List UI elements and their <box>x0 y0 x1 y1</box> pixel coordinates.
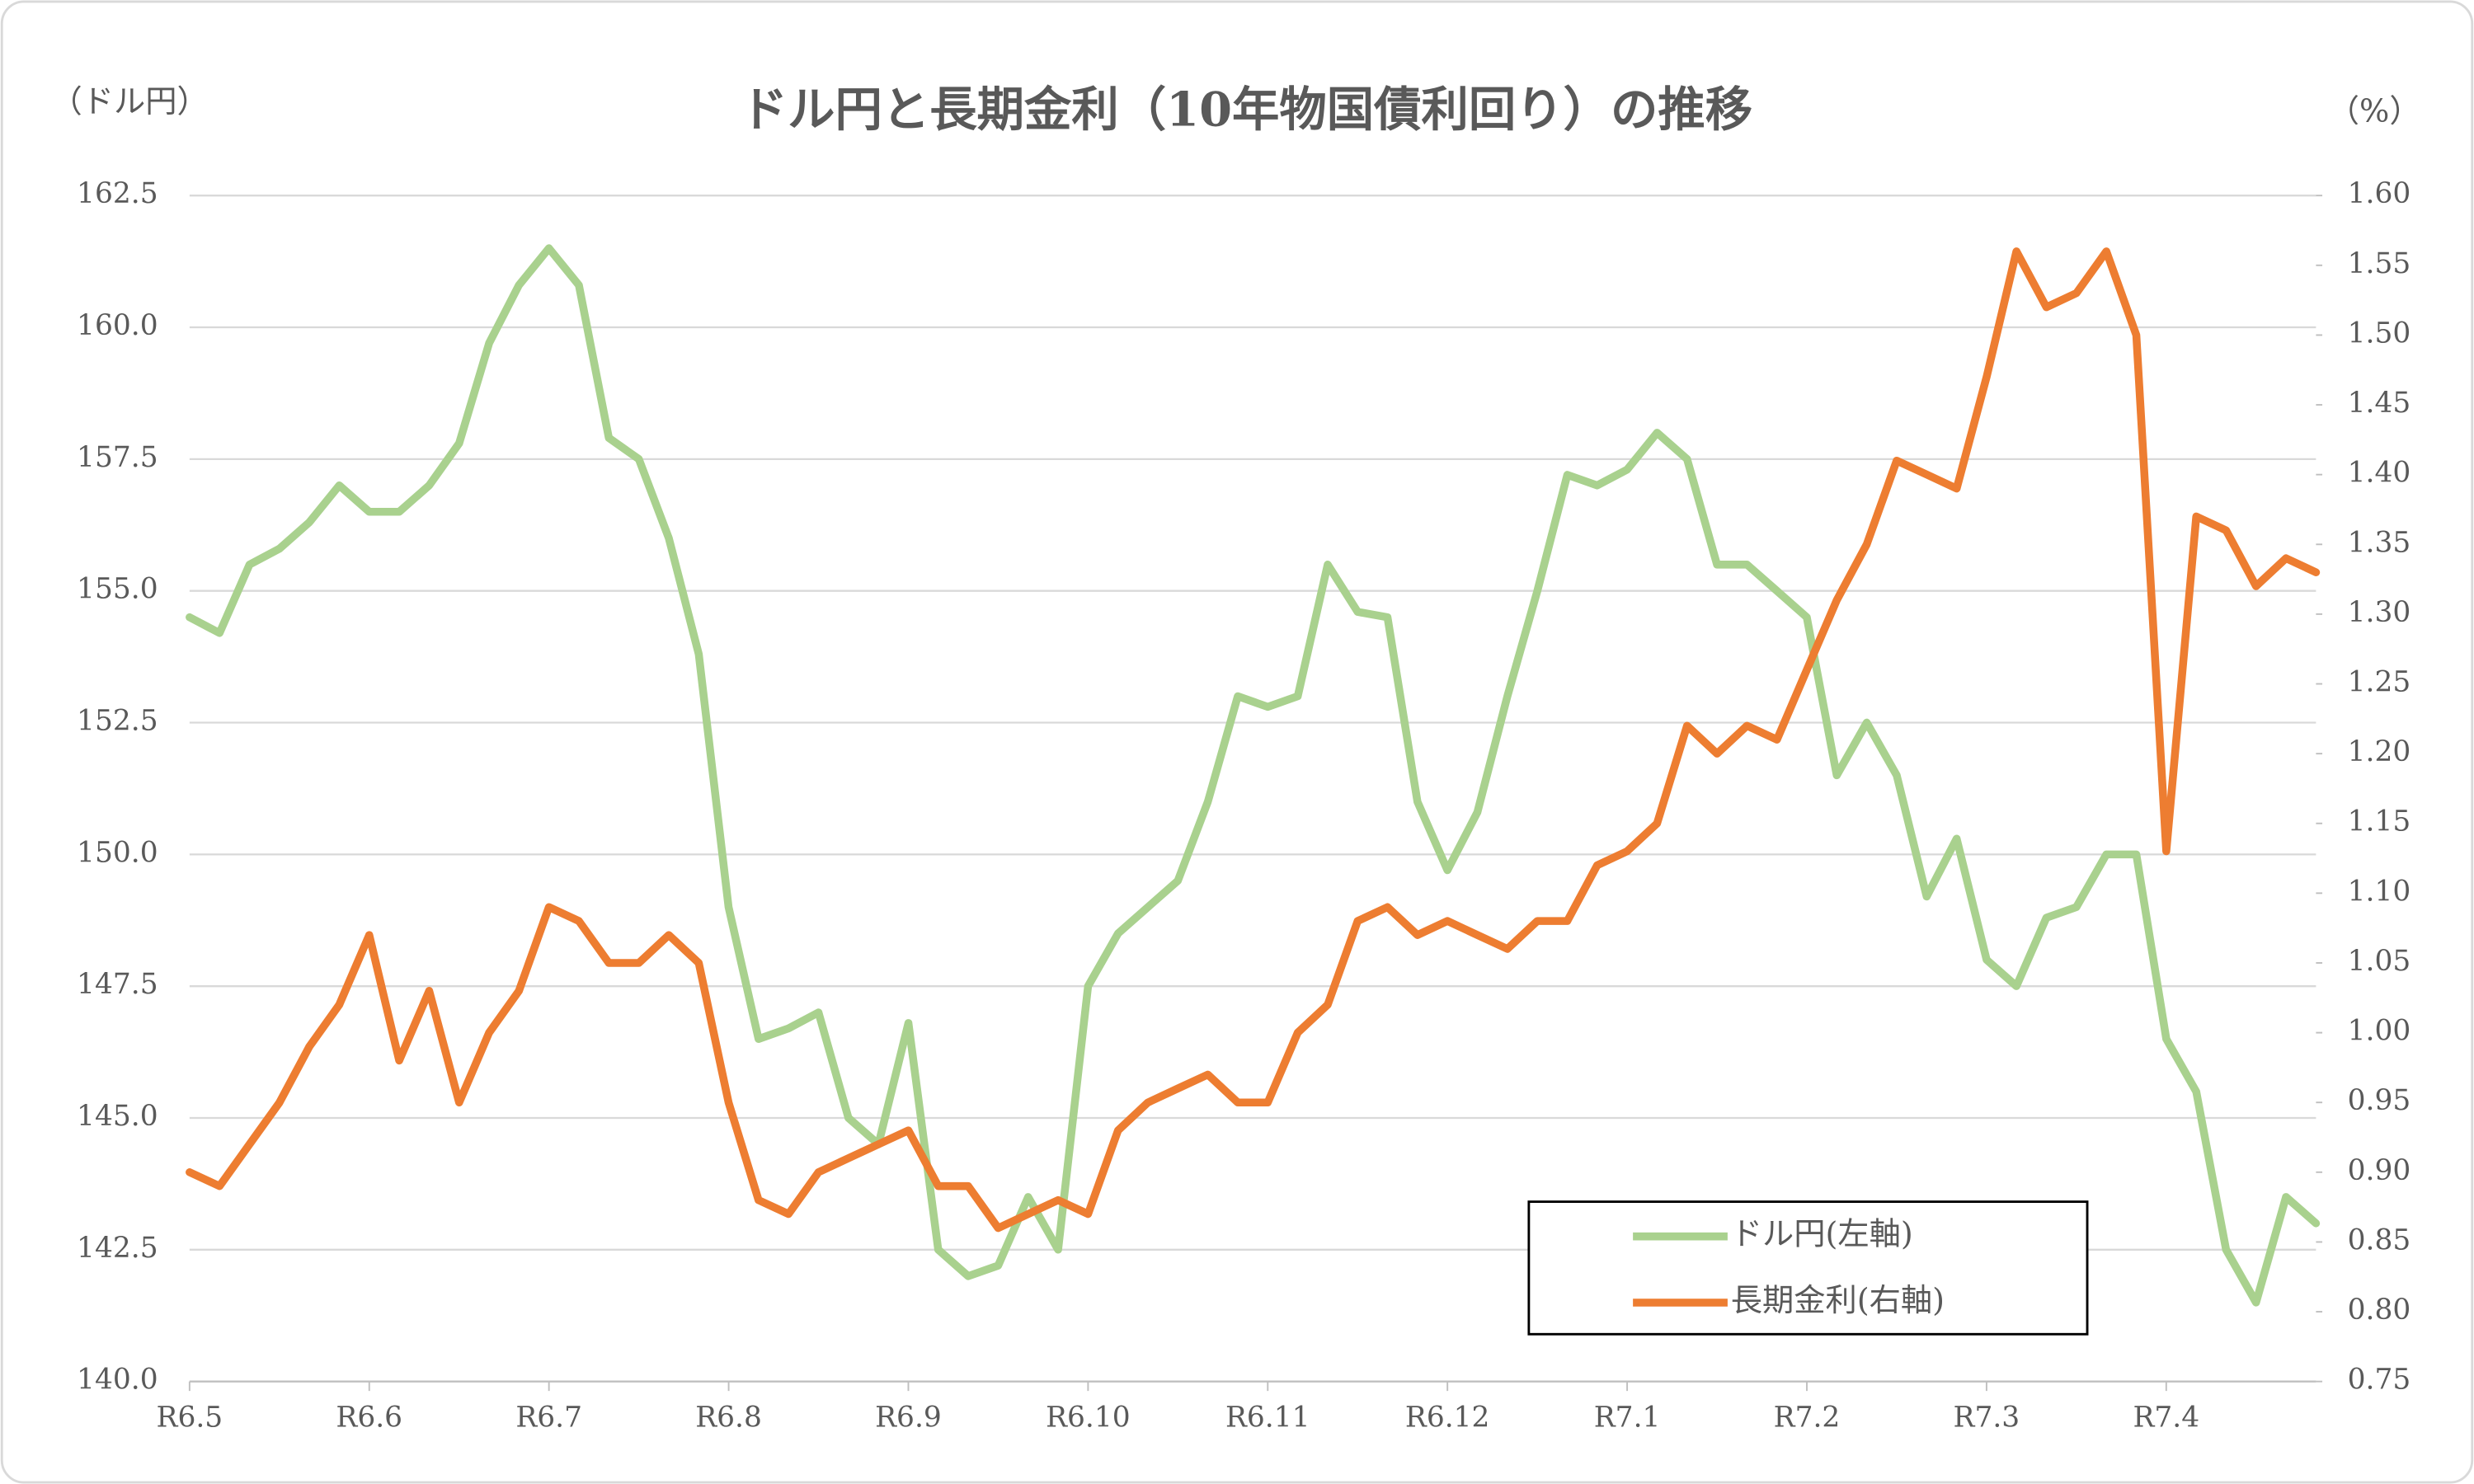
y2-tick-label: 1.00 <box>2348 1015 2411 1048</box>
y2-tick-label: 1.50 <box>2348 317 2411 350</box>
y2-tick-label: 1.55 <box>2348 247 2411 280</box>
x-tick-label: R6.11 <box>1225 1402 1310 1435</box>
y2-axis-label: （%） <box>2328 93 2421 130</box>
data-line <box>186 244 2321 1307</box>
x-tick-label: R6.5 <box>157 1402 223 1435</box>
y2-tick-label: 0.90 <box>2348 1154 2411 1187</box>
y2-tick-label: 1.25 <box>2348 666 2411 699</box>
x-tick-label: R6.6 <box>336 1402 402 1435</box>
y2-tick-label: 0.95 <box>2348 1084 2411 1117</box>
y2-tick-label: 1.45 <box>2348 387 2411 420</box>
y2-tick-label: 1.05 <box>2348 945 2411 978</box>
x-tick-label: R7.1 <box>1594 1402 1661 1435</box>
y-tick-label: 150.0 <box>77 836 158 869</box>
x-tick-label: R6.8 <box>695 1402 762 1435</box>
y2-tick-label: 0.75 <box>2348 1364 2411 1397</box>
y2-tick-label: 0.80 <box>2348 1294 2411 1327</box>
y2-tick-label: 1.35 <box>2348 526 2411 559</box>
y2-tick-label: 1.10 <box>2348 875 2411 908</box>
x-tick-label: R6.7 <box>515 1402 582 1435</box>
y2-tick-label: 0.85 <box>2348 1223 2411 1256</box>
x-tick-label: R7.2 <box>1774 1402 1841 1435</box>
y-axis-label: （ドル円） <box>51 83 209 120</box>
y-tick-label: 160.0 <box>77 309 158 342</box>
y-tick-label: 152.5 <box>77 705 158 738</box>
legend-label: 長期金利(右軸) <box>1731 1282 1945 1319</box>
chart-title: ドル円と長期金利（10年物国債利回り）の推移 <box>741 82 1752 138</box>
x-tick-label: R6.12 <box>1405 1402 1490 1435</box>
y-tick-label: 155.0 <box>77 573 158 606</box>
y2-tick-label: 1.40 <box>2348 457 2411 490</box>
x-tick-label: R7.4 <box>2133 1402 2199 1435</box>
y-tick-label: 147.5 <box>77 968 158 1001</box>
legend-box <box>1527 1200 2089 1336</box>
x-tick-label: R7.3 <box>1954 1402 2020 1435</box>
legend-label: ドル円(左軸) <box>1731 1216 1913 1253</box>
y2-tick-label: 1.20 <box>2348 735 2411 768</box>
y-tick-label: 142.5 <box>77 1232 158 1265</box>
data-line <box>186 247 2321 1233</box>
y-tick-label: 157.5 <box>77 441 158 474</box>
y-tick-label: 140.0 <box>77 1364 158 1397</box>
y2-tick-label: 1.15 <box>2348 805 2411 838</box>
x-tick-label: R6.10 <box>1046 1402 1131 1435</box>
x-tick-label: R6.9 <box>875 1402 942 1435</box>
y2-tick-label: 1.30 <box>2348 596 2411 629</box>
y-tick-label: 162.5 <box>77 177 158 210</box>
y2-tick-label: 1.60 <box>2348 177 2411 210</box>
y-tick-label: 145.0 <box>77 1100 158 1133</box>
